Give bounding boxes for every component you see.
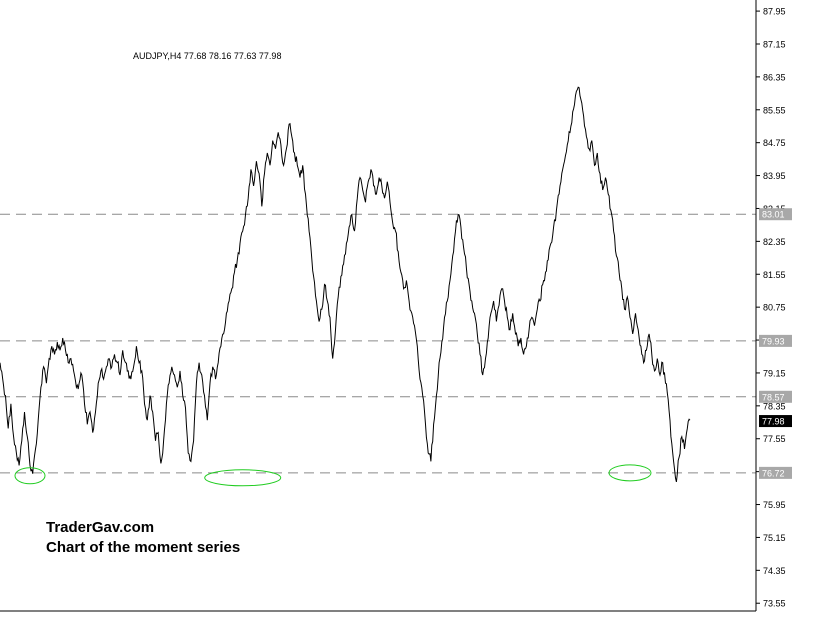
- level-label: 76.72: [762, 468, 785, 478]
- instrument-info: AUDJPY,H4 77.68 78.16 77.63 77.98: [133, 51, 281, 61]
- price-line: [0, 86, 691, 483]
- price-series: [0, 86, 691, 483]
- support-ellipses: [14, 464, 652, 487]
- y-tick-label: 87.15: [763, 39, 786, 49]
- y-tick-label: 78.35: [763, 401, 786, 411]
- current-price-label: 77.98: [762, 417, 785, 427]
- y-tick-label: 87.95: [763, 7, 786, 17]
- level-label-box: [759, 208, 792, 221]
- level-label-box: [759, 390, 792, 403]
- y-tick-label: 80.75: [763, 303, 786, 313]
- current-price-marker: 77.98: [759, 415, 792, 428]
- support-ellipse: [204, 469, 282, 487]
- price-axis-ticks: 87.9587.1586.3585.5584.7583.9583.1582.35…: [756, 7, 786, 609]
- level-label: 78.57: [762, 392, 785, 402]
- y-tick-label: 84.75: [763, 138, 786, 148]
- y-tick-label: 81.55: [763, 270, 786, 280]
- level-label: 83.01: [762, 210, 785, 220]
- y-tick-label: 86.35: [763, 72, 786, 82]
- support-ellipse: [608, 464, 652, 482]
- horizontal-levels: [0, 213, 756, 474]
- y-tick-label: 83.95: [763, 171, 786, 181]
- y-tick-label: 85.55: [763, 105, 786, 115]
- watermark-site: TraderGav.com: [46, 519, 154, 536]
- current-price-box: [759, 415, 792, 428]
- y-tick-label: 75.95: [763, 500, 786, 510]
- y-tick-label: 74.35: [763, 566, 786, 576]
- y-tick-label: 82.35: [763, 237, 786, 247]
- level-label-box: [759, 334, 792, 347]
- y-tick-label: 73.55: [763, 599, 786, 609]
- level-label: 79.93: [762, 336, 785, 346]
- support-ellipse: [14, 467, 46, 485]
- watermark-series: Chart of the moment series: [46, 539, 240, 556]
- level-labels: 83.01 79.93 78.57 76.72: [759, 208, 792, 479]
- y-tick-label: 79.15: [763, 368, 786, 378]
- y-tick-label: 77.55: [763, 434, 786, 444]
- y-tick-label: 75.15: [763, 533, 786, 543]
- level-label-box: [759, 466, 792, 479]
